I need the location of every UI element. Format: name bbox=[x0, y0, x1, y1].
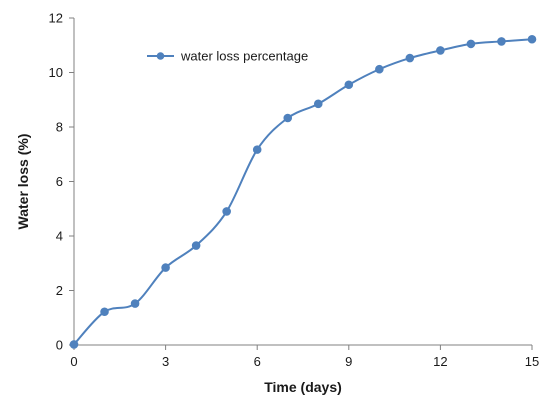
y-tick-label: 0 bbox=[56, 338, 63, 353]
y-tick-label: 4 bbox=[56, 229, 63, 244]
legend: water loss percentage bbox=[147, 49, 308, 64]
data-point bbox=[100, 307, 109, 317]
data-point bbox=[497, 37, 506, 46]
x-axis-ticks: 0 3 6 9 12 15 bbox=[70, 345, 539, 369]
data-point bbox=[375, 64, 384, 74]
x-tick-label: 15 bbox=[525, 354, 539, 369]
data-point bbox=[405, 53, 415, 63]
y-tick-label: 8 bbox=[56, 120, 63, 135]
series-layer bbox=[69, 34, 537, 349]
legend-marker bbox=[156, 52, 165, 60]
y-axis-title: Water loss (%) bbox=[15, 134, 31, 230]
data-point bbox=[252, 145, 262, 154]
y-tick-label: 12 bbox=[49, 11, 63, 26]
data-point bbox=[466, 39, 476, 49]
x-tick-label: 9 bbox=[345, 354, 352, 369]
data-point bbox=[313, 99, 323, 109]
y-tick-label: 6 bbox=[56, 174, 63, 189]
axes: 0 3 6 9 12 15 0 2 4 6 8 10 12 bbox=[49, 11, 540, 370]
data-point bbox=[130, 299, 140, 308]
x-tick-label: 12 bbox=[433, 354, 447, 369]
legend-label: water loss percentage bbox=[180, 49, 308, 64]
data-point bbox=[69, 340, 79, 349]
x-axis-title: Time (days) bbox=[264, 379, 342, 395]
x-tick-label: 6 bbox=[254, 354, 261, 369]
data-point bbox=[283, 113, 293, 123]
data-point bbox=[161, 263, 170, 272]
data-point bbox=[191, 241, 201, 250]
x-tick-label: 0 bbox=[70, 354, 77, 369]
data-point bbox=[344, 80, 354, 90]
y-tick-label: 2 bbox=[56, 283, 63, 298]
y-tick-label: 10 bbox=[49, 65, 63, 80]
data-point bbox=[436, 46, 445, 55]
series-line bbox=[73, 38, 533, 346]
data-point bbox=[222, 207, 231, 216]
x-tick-label: 3 bbox=[162, 354, 169, 369]
data-point bbox=[527, 34, 537, 44]
y-axis-ticks: 0 2 4 6 8 10 12 bbox=[49, 11, 74, 353]
